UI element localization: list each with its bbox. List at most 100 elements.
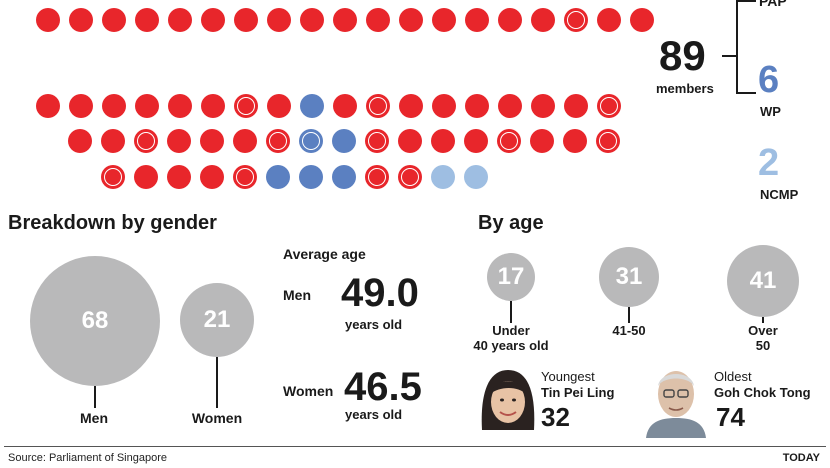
seat-pap [465,8,489,32]
avg-women-value: 46.5 [344,365,422,409]
seat-wp [299,129,323,153]
seat-pap [431,129,455,153]
seat-wp [332,129,356,153]
seat-pap [101,129,125,153]
by-age-heading: By age [478,212,544,234]
women-leader-line [216,357,218,408]
seat-pap [531,94,555,118]
seat-pap [267,8,291,32]
seat-pap [234,8,258,32]
seat-pap [563,129,587,153]
bracket-mid-tick [722,55,737,57]
seat-ncmp [464,165,488,189]
women-bubble: 21 [180,283,254,357]
age-41-50-count: 31 [615,263,643,290]
seat-pap [530,129,554,153]
seat-ncmp [431,165,455,189]
oldest-age: 74 [716,402,745,432]
youngest-title: Youngest [541,369,595,384]
seat-wp [300,94,324,118]
wp-count: 6 [758,59,780,101]
seat-wp [332,165,356,189]
age-41-50-bubble: 31 [599,247,659,307]
seat-pap [167,129,191,153]
seat-pap [564,94,588,118]
seat-wp [299,165,323,189]
footer-brand: TODAY [782,452,820,464]
seat-pap [333,94,357,118]
total-members-count: 89 [659,32,706,79]
seat-pap [233,129,257,153]
bracket-top-tick [736,0,756,2]
ncmp-count: 2 [758,142,780,184]
seat-pap [266,129,290,153]
seat-pap [267,94,291,118]
seat-pap [135,8,159,32]
seat-pap [300,8,324,32]
seat-pap [399,8,423,32]
total-members-label: members [656,81,714,96]
men-count: 68 [81,307,109,334]
avg-women-label: Women [283,383,334,399]
seat-pap [399,94,423,118]
seat-pap [134,129,158,153]
age-over-50-label-1: Over [748,323,778,338]
pap-label: PAP [759,0,787,9]
seat-pap [597,8,621,32]
youngest-age: 32 [541,402,570,432]
seat-pap [333,8,357,32]
seat-pap [398,165,422,189]
oldest-title: Oldest [714,369,752,384]
bracket-vertical [736,0,738,94]
age-over-50-bubble: 41 [727,245,799,317]
seat-wp [266,165,290,189]
seat-pap [498,8,522,32]
seat-pap [36,8,60,32]
seat-pap [365,129,389,153]
seat-pap [398,129,422,153]
seat-pap [531,8,555,32]
footer-divider [4,446,826,447]
avg-men-unit: years old [345,317,403,332]
seat-pap [200,165,224,189]
seat-pap [167,165,191,189]
age-41-50-label: 41-50 [612,323,646,338]
age-over-50-leader [762,317,764,323]
seat-pap [597,94,621,118]
age-under-40-label-2: 40 years old [473,338,549,353]
seat-pap [69,8,93,32]
avg-men-value: 49.0 [341,271,419,315]
seat-pap [432,94,456,118]
seat-pap [102,94,126,118]
avg-men-label: Men [283,287,311,303]
age-under-40-leader [510,301,512,323]
seat-pap [135,94,159,118]
seat-pap [366,94,390,118]
seat-pap [68,129,92,153]
seat-pap [36,94,60,118]
seat-pap [69,94,93,118]
seat-pap [201,94,225,118]
seat-pap [200,129,224,153]
age-over-50-count: 41 [749,267,777,294]
gender-heading: Breakdown by gender [8,212,217,234]
age-under-40-label-1: Under [492,323,530,338]
women-count: 21 [203,306,231,333]
youngest-portrait [474,364,540,436]
seat-pap [233,165,257,189]
seat-pap [596,129,620,153]
men-bubble: 68 [30,256,160,386]
seat-pap [564,8,588,32]
age-under-40-count: 17 [497,263,525,290]
wp-label: WP [760,104,781,119]
bracket-bottom-tick [736,92,756,94]
seat-pap [134,165,158,189]
average-age-heading: Average age [283,246,366,262]
seat-pap [366,8,390,32]
avg-women-unit: years old [345,407,403,422]
age-under-40-bubble: 17 [487,253,535,301]
seat-pap [497,129,521,153]
seat-pap [498,94,522,118]
seat-pap [464,129,488,153]
seat-pap [234,94,258,118]
